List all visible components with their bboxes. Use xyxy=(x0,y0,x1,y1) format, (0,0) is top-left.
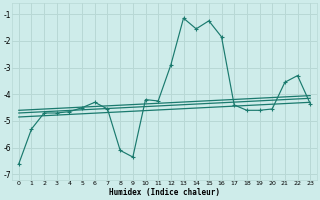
X-axis label: Humidex (Indice chaleur): Humidex (Indice chaleur) xyxy=(109,188,220,197)
